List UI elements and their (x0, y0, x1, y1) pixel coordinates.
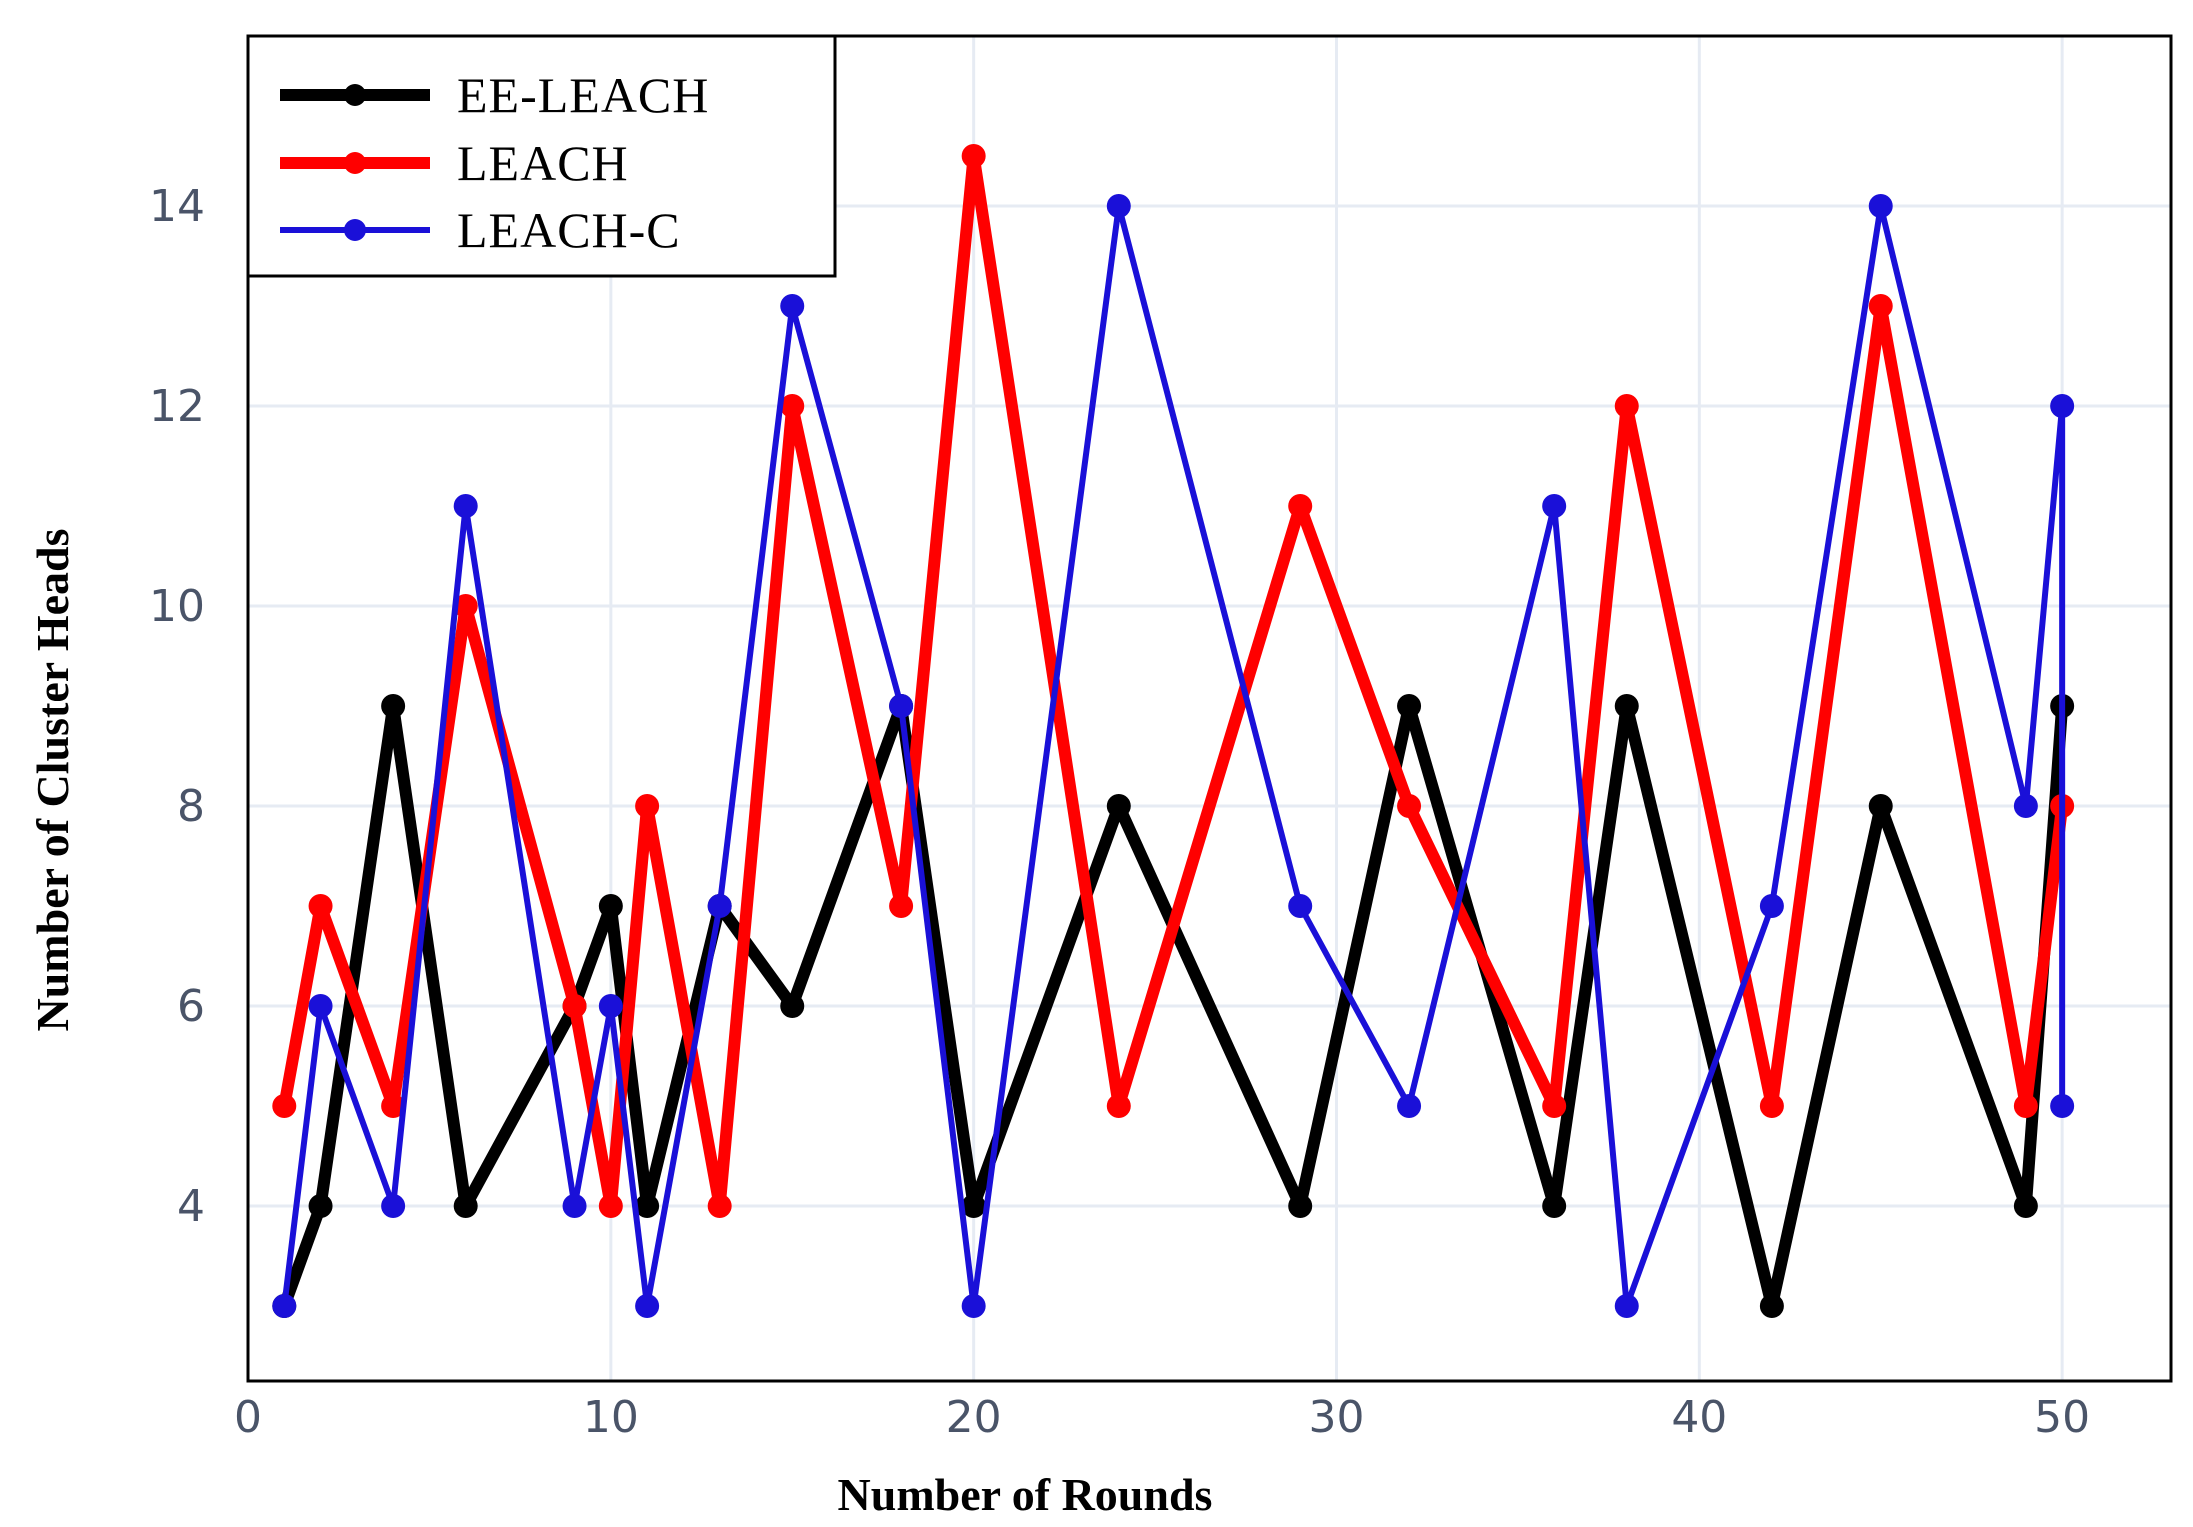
data-point (635, 1294, 660, 1318)
data-point (381, 1094, 406, 1118)
series-group (272, 144, 2075, 1318)
y-tick-label: 12 (149, 381, 205, 432)
data-point (1106, 794, 1131, 818)
x-tick-label: 20 (946, 1392, 1002, 1443)
data-point (1288, 894, 1313, 918)
data-point (961, 1194, 986, 1218)
x-tick-label: 0 (234, 1392, 262, 1443)
legend-label: LEACH-C (457, 202, 681, 258)
data-point (961, 1294, 986, 1318)
data-point (598, 994, 623, 1018)
x-tick-label: 50 (2034, 1392, 2090, 1443)
data-point (1614, 694, 1639, 718)
data-point (2013, 1194, 2038, 1218)
data-point (1759, 1294, 1784, 1318)
data-point (381, 694, 406, 718)
y-tick-label: 4 (177, 1181, 205, 1232)
data-point (1106, 194, 1131, 218)
data-point (1397, 1094, 1422, 1118)
y-tick-labels: 4 6 8 10 12 14 (149, 181, 205, 1232)
data-point (308, 894, 333, 918)
y-tick-label: 14 (149, 181, 205, 232)
plot-border (246, 34, 2173, 1383)
data-point (1397, 694, 1422, 718)
data-point (635, 1194, 660, 1218)
data-point (1868, 194, 1893, 218)
data-point (453, 1194, 478, 1218)
data-point (381, 1194, 406, 1218)
legend-label: EE-LEACH (457, 67, 709, 123)
data-point (1542, 494, 1567, 518)
data-point (1288, 494, 1313, 518)
y-axis-title: Number of Cluster Heads (27, 528, 78, 1031)
data-point (1288, 1194, 1313, 1218)
data-point (1106, 1094, 1131, 1118)
data-point (707, 1194, 732, 1218)
data-point (889, 894, 914, 918)
data-point (1542, 1194, 1567, 1218)
series-leach (272, 144, 2075, 1218)
legend-swatch-marker (344, 84, 366, 106)
data-point (780, 294, 805, 318)
legend-swatch-marker (344, 219, 366, 241)
series-line (278, 700, 2069, 1312)
series-line (278, 150, 2069, 1212)
data-point (635, 794, 660, 818)
legend-label: LEACH (457, 135, 629, 191)
x-tick-label: 30 (1308, 1392, 1364, 1443)
data-point (272, 1094, 297, 1118)
data-point (1759, 1094, 1784, 1118)
data-point (1868, 294, 1893, 318)
legend: EE-LEACH LEACH LEACH-C (246, 34, 837, 278)
data-point (598, 1194, 623, 1218)
data-point (308, 1194, 333, 1218)
data-point (707, 894, 732, 918)
data-point (1614, 394, 1639, 418)
legend-swatch-marker (344, 152, 366, 174)
x-tick-label: 40 (1671, 1392, 1727, 1443)
data-point (1397, 794, 1422, 818)
x-axis-title: Number of Rounds (838, 1469, 1213, 1520)
y-tick-label: 10 (149, 581, 205, 632)
y-tick-label: 6 (177, 981, 205, 1032)
x-tick-labels: 0 10 20 30 40 50 (234, 1392, 2090, 1443)
data-point (2050, 394, 2075, 418)
data-point (1614, 1294, 1639, 1318)
data-point (1868, 794, 1893, 818)
x-tick-label: 10 (583, 1392, 639, 1443)
data-point (1759, 894, 1784, 918)
data-point (2013, 1094, 2038, 1118)
data-point (2050, 1094, 2075, 1118)
data-point (780, 394, 805, 418)
data-point (272, 1294, 297, 1318)
data-point (889, 694, 914, 718)
data-point (1542, 1094, 1567, 1118)
data-point (453, 594, 478, 618)
data-point (2013, 794, 2038, 818)
data-point (562, 1194, 587, 1218)
series-leach-c (272, 194, 2075, 1318)
y-tick-label: 8 (177, 781, 205, 832)
data-point (453, 494, 478, 518)
data-point (961, 144, 986, 168)
data-point (562, 994, 587, 1018)
data-point (780, 994, 805, 1018)
data-point (598, 894, 623, 918)
data-point (308, 994, 333, 1018)
